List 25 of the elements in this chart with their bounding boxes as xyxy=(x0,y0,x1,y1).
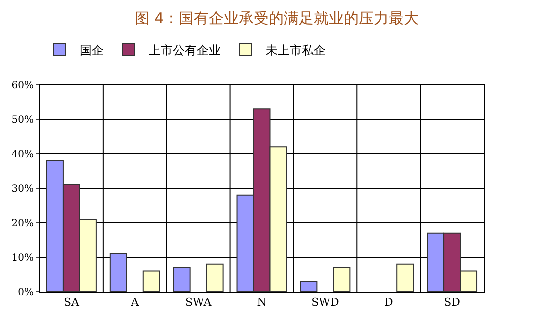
bar xyxy=(300,281,318,292)
y-tick-label: 30% xyxy=(12,184,34,195)
x-tick-label: SD xyxy=(444,296,461,310)
bar xyxy=(142,270,160,292)
bar xyxy=(333,267,351,292)
x-tick-label: SWD xyxy=(312,296,340,310)
y-tick-label: 60% xyxy=(12,80,34,92)
y-tick-label: 0% xyxy=(18,288,34,298)
bar xyxy=(110,254,128,292)
legend-label: 上市公有企业 xyxy=(149,43,221,58)
y-tick-label: 20% xyxy=(12,218,34,230)
bar xyxy=(206,264,224,292)
chart-title: 图 4：国有企业承受的满足就业的压力最大 xyxy=(134,9,420,28)
bar xyxy=(173,267,191,292)
x-tick-label: SA xyxy=(64,296,81,310)
y-tick-label: 40% xyxy=(12,150,34,160)
y-tick-label: 50% xyxy=(12,115,34,126)
x-tick-label: A xyxy=(130,296,140,310)
bar xyxy=(396,264,414,292)
y-tick-label: 10% xyxy=(12,253,34,264)
x-tick-label: D xyxy=(384,296,394,310)
x-tick-label: SWA xyxy=(185,296,213,310)
legend-label: 国企 xyxy=(80,43,104,58)
x-tick-label: N xyxy=(257,296,268,310)
legend-label: 未上市私企 xyxy=(266,43,326,58)
